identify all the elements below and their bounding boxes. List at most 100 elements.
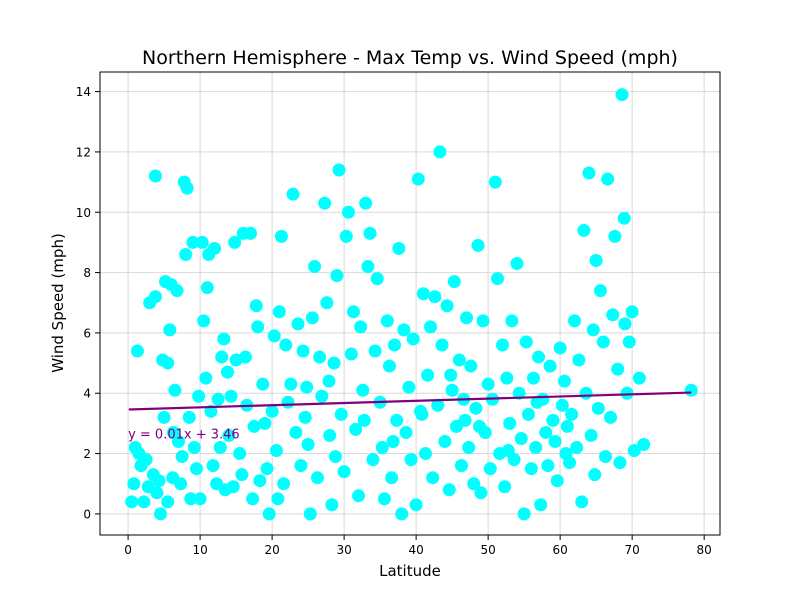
chart-title: Northern Hemisphere - Max Temp vs. Wind …: [142, 47, 678, 69]
data-point: [226, 480, 240, 494]
y-tick-label: 4: [83, 387, 91, 401]
data-point: [200, 281, 214, 295]
data-point: [267, 329, 281, 343]
data-point: [271, 492, 285, 506]
data-point: [300, 380, 314, 394]
data-point: [359, 196, 373, 210]
data-point: [526, 371, 540, 385]
data-point: [399, 425, 413, 439]
data-point: [534, 498, 548, 512]
data-point: [166, 425, 180, 439]
data-point: [277, 477, 291, 491]
data-point: [206, 459, 220, 473]
data-point: [431, 398, 445, 412]
data-point: [168, 383, 182, 397]
data-point: [352, 489, 366, 503]
data-point: [416, 287, 430, 301]
data-point: [476, 314, 490, 328]
data-point: [481, 377, 495, 391]
y-tick-label: 6: [83, 326, 91, 340]
data-point: [514, 431, 528, 445]
data-point: [589, 254, 603, 268]
data-point: [334, 407, 348, 421]
data-point: [388, 338, 402, 352]
data-point: [354, 320, 368, 334]
data-point: [519, 335, 533, 349]
data-point: [130, 344, 144, 358]
axis-ticks: 0 10 20 30 40 50 60 70 80 0 2 4 6 8 10 12 14: [76, 85, 712, 557]
data-point: [310, 471, 324, 485]
data-point: [560, 419, 574, 433]
data-point: [269, 444, 283, 458]
data-point: [305, 311, 319, 325]
x-tick-label: 40: [408, 543, 423, 557]
data-point: [530, 395, 544, 409]
data-point: [596, 335, 610, 349]
data-point: [390, 413, 404, 427]
data-point: [438, 434, 452, 448]
data-point: [215, 350, 229, 364]
x-tick-label: 30: [336, 543, 351, 557]
data-point: [344, 347, 358, 361]
data-point: [137, 495, 151, 509]
data-point: [127, 477, 141, 491]
data-point: [380, 314, 394, 328]
data-point: [328, 450, 342, 464]
data-point: [632, 371, 646, 385]
data-point: [524, 462, 538, 476]
data-point: [395, 507, 409, 521]
data-point: [467, 477, 481, 491]
x-tick-label: 0: [124, 543, 132, 557]
regression-line: [128, 391, 692, 411]
data-point: [577, 223, 591, 237]
data-point: [153, 507, 167, 521]
data-point: [182, 410, 196, 424]
data-point: [251, 320, 265, 334]
data-point: [303, 507, 317, 521]
data-point: [139, 453, 153, 467]
regression-equation-label: y = 0.01x + 3.46: [128, 427, 240, 442]
data-point: [488, 175, 502, 189]
data-point: [322, 374, 336, 388]
data-point: [572, 353, 586, 367]
data-point: [174, 477, 188, 491]
data-point: [426, 471, 440, 485]
y-tick-label: 0: [83, 507, 91, 521]
data-point: [392, 241, 406, 255]
data-point: [247, 419, 261, 433]
data-point: [235, 468, 249, 482]
data-point: [415, 407, 429, 421]
x-tick-label: 80: [697, 543, 712, 557]
data-point: [170, 284, 184, 298]
data-point: [357, 413, 371, 427]
data-point: [402, 380, 416, 394]
data-point: [192, 389, 206, 403]
x-tick-label: 20: [264, 543, 279, 557]
data-point: [625, 305, 639, 319]
data-point: [256, 377, 270, 391]
data-point: [217, 332, 231, 346]
data-point: [363, 226, 377, 240]
data-point: [440, 299, 454, 313]
data-point: [337, 465, 351, 479]
data-point: [444, 368, 458, 382]
data-point: [289, 425, 303, 439]
x-tick-label: 10: [192, 543, 207, 557]
data-point: [253, 474, 267, 488]
data-point: [546, 413, 560, 427]
data-point: [471, 238, 485, 252]
data-point: [599, 450, 613, 464]
data-point: [341, 205, 355, 219]
data-point: [260, 462, 274, 476]
data-point: [532, 350, 546, 364]
x-tick-label: 60: [552, 543, 567, 557]
data-point: [406, 332, 420, 346]
data-point: [294, 459, 308, 473]
data-point: [462, 441, 476, 455]
data-point: [152, 474, 166, 488]
plot-area-frame: [99, 71, 721, 536]
data-point: [320, 296, 334, 310]
data-point: [548, 434, 562, 448]
y-tick-label: 2: [83, 447, 91, 461]
